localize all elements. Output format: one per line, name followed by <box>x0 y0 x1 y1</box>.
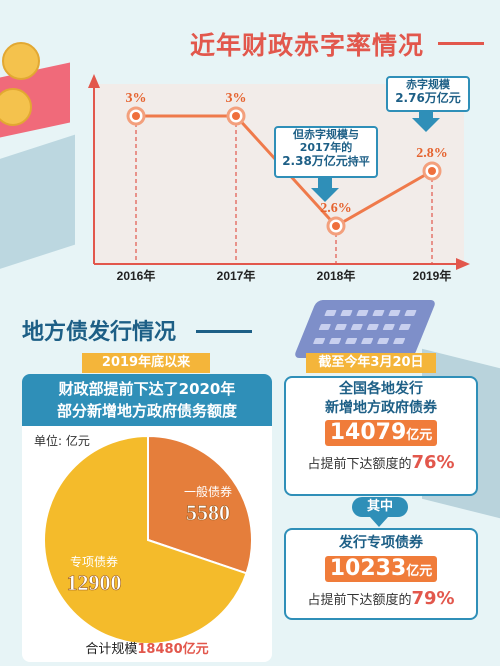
issued-header-line1: 全国各地发行 <box>339 381 423 397</box>
calculator-icon <box>293 300 437 358</box>
issued-ratio-percent: 76% <box>411 452 455 473</box>
connector-arrow <box>370 517 388 527</box>
data-label: 2.6% <box>320 201 352 216</box>
issued-amount: 14079亿元 <box>325 420 437 446</box>
data-point-core <box>132 112 140 120</box>
special-ratio: 占提前下达额度的79% <box>286 588 476 609</box>
callout-arrow <box>311 188 339 202</box>
callout-2019-amount: 2.76万亿元 <box>395 91 461 106</box>
title-underline <box>196 330 252 333</box>
pie-slice <box>147 434 253 575</box>
pie-slice <box>43 434 248 645</box>
data-label: 2.8% <box>416 146 448 161</box>
callout-2018-line2: 2017年的 <box>299 141 353 155</box>
x-tick-label: 2017年 <box>217 268 256 283</box>
x-axis-arrow <box>456 258 470 270</box>
deficit-line-chart: 3% 2016年 3% 2017年 2.6% 2018年 2.8% 2019年 但赤字规模与 … <box>80 72 472 284</box>
total-scale-label: 合计规模18480亿元 <box>22 638 272 657</box>
x-tick-label: 2019年 <box>413 268 452 283</box>
data-label: 3% <box>226 91 247 106</box>
issued-ratio-label: 占提前下达额度的 <box>307 457 412 472</box>
pie-slice-value: 5580 <box>186 500 230 525</box>
data-point-core <box>428 167 436 175</box>
pie-slice-name: 一般债券 <box>184 484 232 499</box>
issued-header-line2: 新增地方政府债券 <box>325 400 437 416</box>
special-box-header: 发行专项债券 <box>339 535 423 551</box>
issued-box-header: 全国各地发行 新增地方政府债券 <box>286 378 476 420</box>
quota-card-header: 财政部提前下达了2020年 部分新增地方政府债务额度 <box>22 374 272 426</box>
callout-2018-amount: 2.38万亿元 <box>282 154 348 169</box>
y-axis-arrow <box>88 74 100 88</box>
since-2019-ribbon: 2019年底以来 <box>82 353 210 373</box>
quota-header-line2: 部分新增地方政府债务额度 <box>56 402 237 420</box>
laptop-decoration <box>0 134 75 276</box>
issued-ratio: 占提前下达额度的76% <box>286 452 476 473</box>
special-ratio-percent: 79% <box>411 588 455 609</box>
issued-amount-number: 14079 <box>329 420 407 445</box>
x-tick-label: 2016年 <box>117 268 156 283</box>
unit-label: 单位: 亿元 <box>34 434 90 448</box>
deficit-chart-title: 近年财政赤字率情况 <box>190 31 425 60</box>
coin-icon <box>0 88 32 126</box>
data-point-core <box>332 222 340 230</box>
callout-2018-suffix: 持平 <box>347 155 370 169</box>
x-tick-label: 2018年 <box>317 268 356 283</box>
special-amount-number: 10233 <box>329 556 407 581</box>
data-label: 3% <box>126 91 147 106</box>
as-of-date-ribbon: 截至今年3月20日 <box>306 353 436 373</box>
callout-arrow <box>412 118 440 132</box>
callout-stem <box>318 176 332 190</box>
pie-slice-value: 12900 <box>67 570 122 595</box>
data-point-core <box>232 112 240 120</box>
callout-2018: 但赤字规模与 2017年的 2.38万亿元持平 <box>274 126 378 178</box>
total-prefix: 合计规模 <box>85 642 138 657</box>
special-ratio-label: 占提前下达额度的 <box>307 593 412 608</box>
local-bond-title: 地方债发行情况 <box>22 320 177 345</box>
callout-2018-line1: 但赤字规模与 <box>293 128 359 141</box>
issued-amount-unit: 亿元 <box>406 428 433 443</box>
pie-slice-name: 专项债券 <box>70 554 118 569</box>
special-amount: 10233亿元 <box>325 556 437 582</box>
callout-stem <box>419 110 433 120</box>
issued-new-bonds-box: 全国各地发行 新增地方政府债券 14079亿元 占提前下达额度的76% <box>284 376 478 496</box>
quota-pie-card: 财政部提前下达了2020年 部分新增地方政府债务额度 单位: 亿元 一般债券 55… <box>22 374 272 662</box>
callout-2019-line1: 赤字规模 <box>406 78 450 91</box>
title-underline <box>438 42 484 45</box>
of-which-connector: 其中 <box>352 497 408 517</box>
coin-icon <box>2 42 40 80</box>
quota-header-line1: 财政部提前下达了2020年 <box>58 380 236 398</box>
total-value: 18480亿元 <box>137 642 209 657</box>
callout-2019: 赤字规模 2.76万亿元 <box>386 76 470 112</box>
special-bonds-box: 发行专项债券 10233亿元 占提前下达额度的79% <box>284 528 478 620</box>
special-amount-unit: 亿元 <box>406 564 433 579</box>
